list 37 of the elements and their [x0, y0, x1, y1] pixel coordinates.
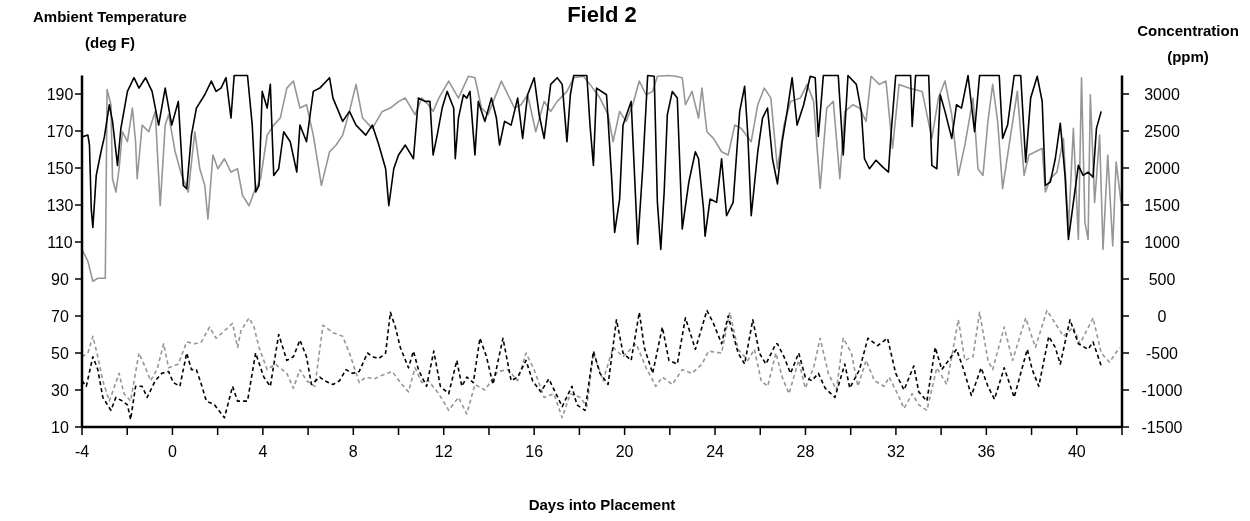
chart-title: Field 2 — [567, 2, 637, 27]
y2-tick-label: 1500 — [1144, 196, 1180, 214]
y-tick-label: 190 — [46, 85, 74, 103]
x-tick-label: 4 — [258, 443, 268, 460]
y2-tick-label: 0 — [1157, 307, 1167, 325]
x-axis-title: Days into Placement — [528, 496, 676, 513]
y2-axis-title: Concentration (ppm) — [1137, 22, 1239, 65]
y2-tick-label: 3000 — [1144, 85, 1180, 103]
x-tick-label: 28 — [796, 443, 815, 460]
y2-tick-label: 500 — [1148, 270, 1176, 288]
y-tick-label: 90 — [51, 270, 69, 288]
x-tick-label: 8 — [348, 443, 358, 460]
y-tick-label: 150 — [46, 159, 74, 177]
y-tick-label: 50 — [51, 344, 69, 362]
y2-tick-label: 2000 — [1144, 159, 1180, 177]
x-tick-label: 36 — [977, 443, 996, 460]
x-tick-label: 12 — [434, 443, 453, 460]
y2-tick-label: 2500 — [1144, 122, 1180, 140]
y2-tick-label: 1000 — [1144, 233, 1180, 251]
y-axis-title: Ambient Temperature (deg F) — [33, 8, 187, 51]
y2-tick-label: -1500 — [1141, 418, 1183, 436]
x-tick-label: 32 — [887, 443, 905, 460]
x-tick-label: 20 — [615, 443, 634, 460]
x-tick-label: -4 — [74, 443, 90, 460]
y-tick-label: 30 — [51, 381, 69, 399]
y-tick-label: 110 — [47, 233, 73, 251]
x-tick-label: 40 — [1067, 443, 1086, 460]
y2-tick-label: -500 — [1145, 344, 1179, 362]
y-tick-label: 70 — [51, 307, 69, 325]
y-tick-label: 130 — [46, 196, 74, 214]
x-tick-label: 0 — [167, 443, 177, 460]
y2-tick-label: -1000 — [1141, 381, 1183, 399]
x-tick-label: 16 — [525, 443, 544, 460]
y-tick-label: 10 — [51, 418, 69, 436]
line-series — [82, 74, 1122, 283]
y-tick-label: 170 — [46, 122, 74, 140]
x-tick-label: 24 — [706, 443, 725, 460]
